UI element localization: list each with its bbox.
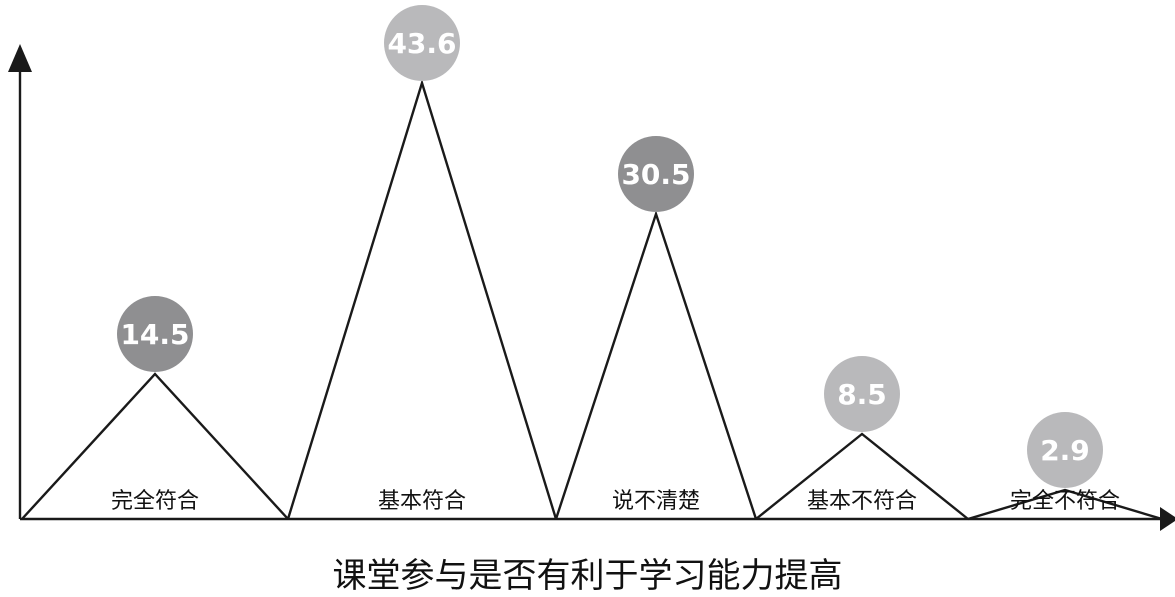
value-label: 8.5 — [837, 378, 887, 411]
y-axis-arrow-icon — [8, 44, 32, 72]
value-circle — [117, 296, 193, 372]
category-label: 基本符合 — [378, 489, 466, 514]
peak-triangle — [967, 488, 1163, 521]
category-label: 说不清楚 — [612, 489, 700, 514]
category-label: 完全符合 — [111, 489, 199, 514]
value-circle — [384, 5, 460, 81]
value-label: 2.9 — [1040, 434, 1090, 467]
value-circle — [618, 136, 694, 212]
axes — [8, 44, 1175, 531]
value-label: 43.6 — [387, 27, 456, 60]
category-label: 完全不符合 — [1010, 489, 1120, 514]
chart-title: 课堂参与是否有利于学习能力提高 — [332, 556, 843, 596]
value-label: 30.5 — [621, 158, 690, 191]
peak-triangle — [755, 432, 969, 520]
value-circle — [824, 356, 900, 432]
peak-triangle — [554, 210, 758, 520]
x-axis-arrow-icon — [1160, 507, 1175, 531]
category-label: 基本不符合 — [807, 489, 917, 514]
value-label: 14.5 — [120, 318, 189, 351]
peaks-group: 完全符合 14.5 基本符合 43.6 说不清楚 30.5 基本不符合 8.5 完全不符合 2.9 — [21, 5, 1163, 521]
peak-triangle — [21, 372, 289, 520]
value-circle — [1027, 412, 1103, 488]
peak-triangle — [286, 78, 558, 520]
